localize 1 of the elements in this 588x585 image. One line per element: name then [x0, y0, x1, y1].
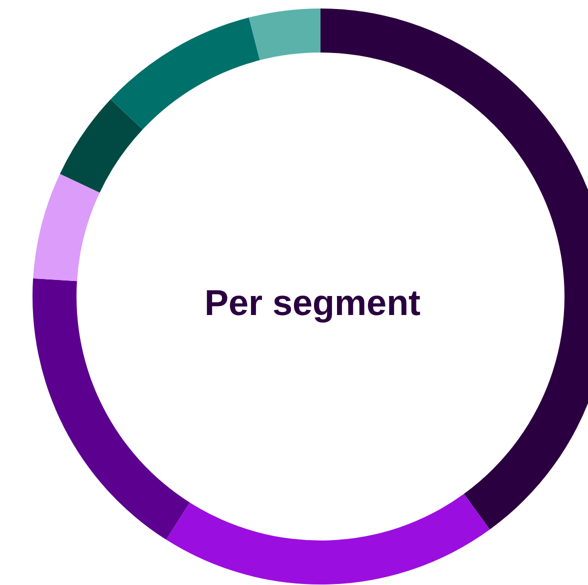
text: Per segment: [204, 282, 421, 323]
